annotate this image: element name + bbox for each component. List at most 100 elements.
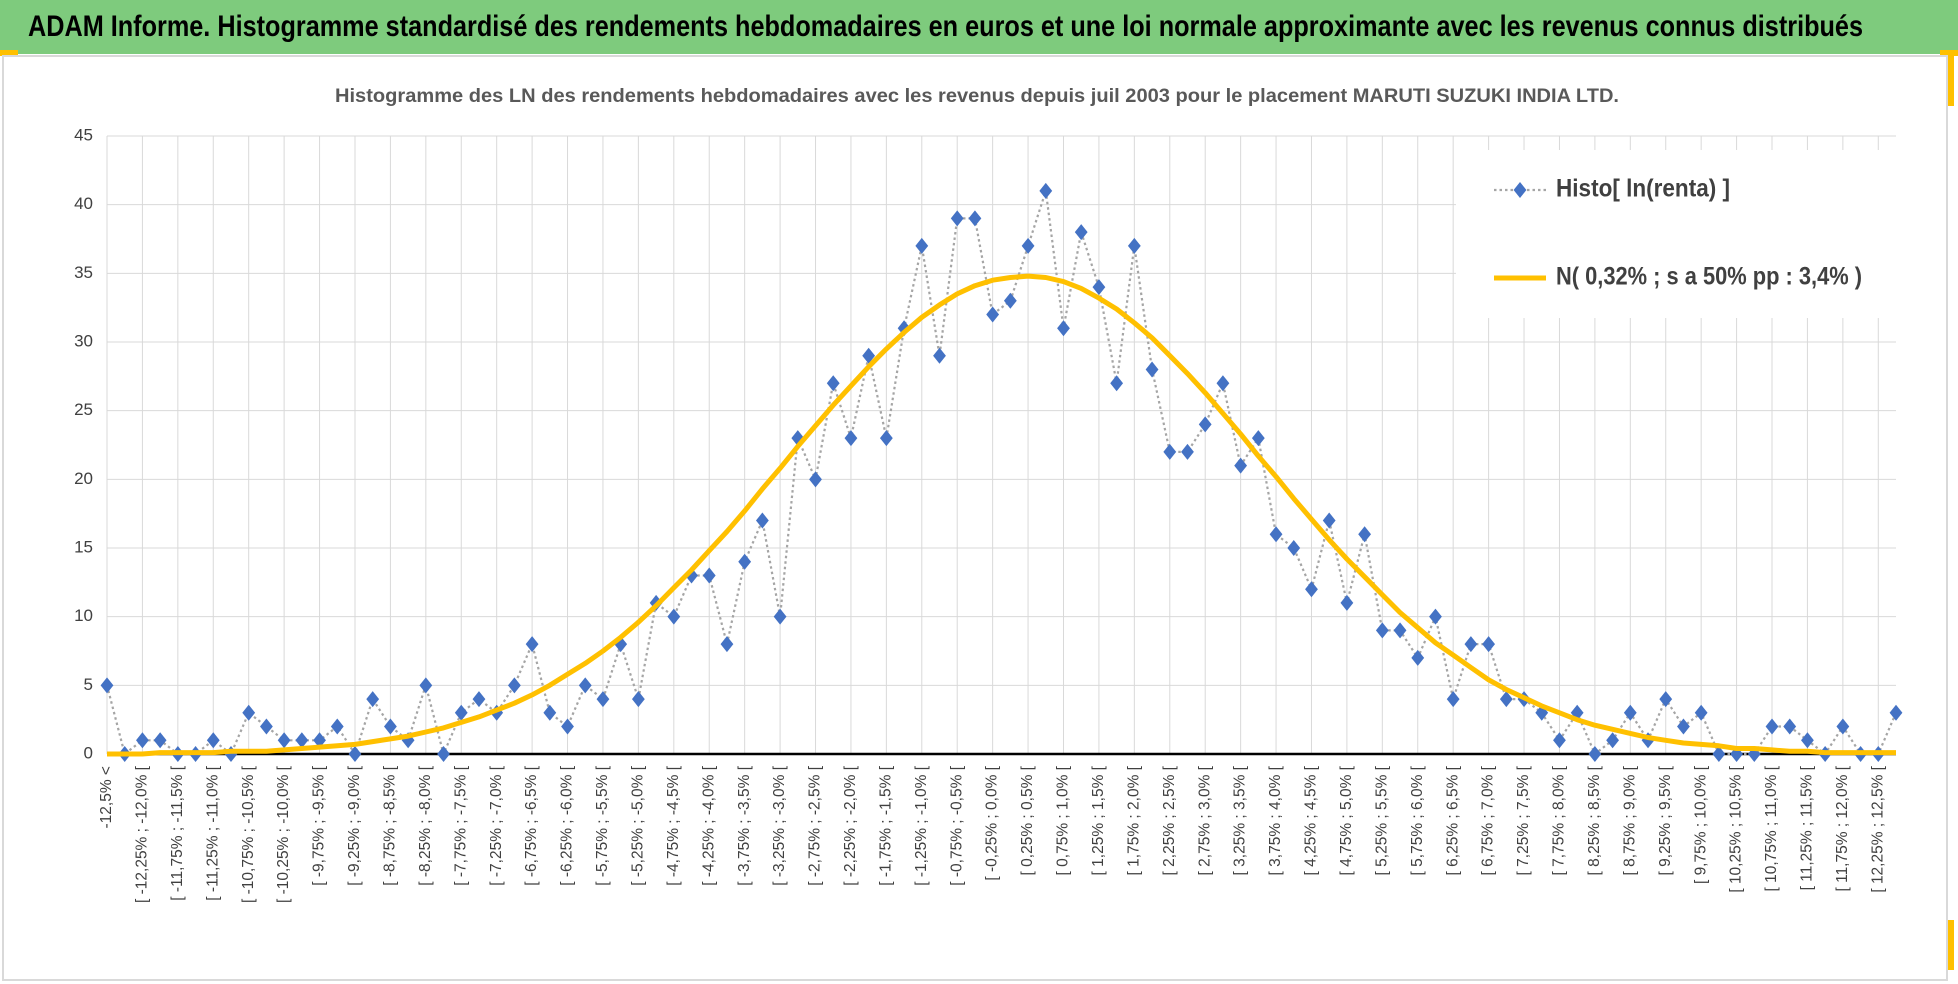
x-tick-label: [ 4,75% ; 5,0% [ [1338,765,1355,875]
data-point [720,636,734,653]
data-point [1677,718,1690,735]
x-tick-label: [ -7,75% ; -7,5% [ [452,765,469,885]
data-point [1358,526,1372,543]
data-point [1110,375,1124,392]
data-point [136,732,149,749]
data-point [313,732,326,749]
data-point [1606,732,1619,749]
data-point [384,718,397,735]
data-point [755,512,769,529]
data-point [667,608,681,625]
x-tick-label: -12,5% < [98,766,115,828]
data-point [1145,361,1159,378]
data-point [1234,457,1248,474]
y-tick-label: 35 [74,263,93,282]
data-point [578,677,592,694]
data-point [1269,526,1283,543]
legend-label: Histo[ ln(renta) ] [1556,175,1730,203]
x-tick-label: [ -11,25% ; -11,0% [ [204,765,221,900]
data-point [809,471,822,488]
y-tick-label: 15 [74,537,93,556]
data-point [1092,279,1106,296]
legend-box [1456,150,1896,318]
x-tick-label: [ 2,75% ; 3,0% [ [1196,765,1213,875]
x-tick-label: [ 5,25% ; 5,5% [ [1373,765,1390,875]
data-point [1747,746,1761,762]
data-point [1287,540,1301,556]
x-tick-label: [ -12,25% ; -12,0% [ [134,765,151,903]
banner [0,0,1958,54]
data-point [1039,182,1053,199]
x-tick-label: [ -10,25% ; -10,0% [ [275,765,292,903]
y-tick-label: 0 [84,743,93,762]
data-point [330,718,344,735]
data-point [1322,512,1336,529]
data-point [1074,224,1088,241]
data-point [543,704,557,721]
data-point [1251,430,1265,447]
x-tick-label: [ -4,25% ; -4,0% [ [700,765,717,885]
data-point [968,210,982,227]
data-point [1712,746,1726,762]
data-point [1659,691,1673,708]
data-point [1393,622,1407,639]
data-point [260,718,273,735]
data-point [1889,704,1903,721]
data-point [1411,649,1425,666]
data-point [1570,704,1584,721]
x-tick-label: [ 9,25% ; 9,5% [ [1657,765,1674,875]
x-tick-label: [ 3,25% ; 3,5% [ [1232,765,1249,875]
x-tick-label: [ 1,75% ; 2,0% [ [1125,765,1142,875]
data-point [1535,704,1549,721]
data-point [295,732,309,749]
x-tick-label: [ 12,25% ; 12,5% [ [1869,765,1886,892]
data-point [738,553,752,570]
data-point [1482,636,1496,653]
x-tick-label: [ 9,75% ; 10,0% [ [1692,765,1709,884]
data-point [437,746,450,762]
corner-mark [1948,920,1954,970]
data-point [826,375,840,392]
data-point [1553,732,1566,749]
data-point [277,732,291,749]
x-tick-label: [ 6,25% ; 6,5% [ [1444,765,1461,875]
data-point [1127,237,1141,254]
series-line [107,273,1896,757]
data-point [1836,718,1850,735]
data-point [1198,416,1212,433]
x-tick-label: [ 0,75% ; 1,0% [ [1055,765,1072,875]
x-tick-label: [ 7,75% ; 8,0% [ [1551,765,1568,875]
data-point [844,430,858,447]
x-tick-label: [ 11,75% ; 12,0% [ [1834,765,1851,891]
x-tick-label: [ -6,75% ; -6,5% [ [523,765,540,885]
x-tick-label: [ 8,25% ; 8,5% [ [1586,765,1603,875]
y-tick-label: 40 [74,194,93,213]
data-point [631,691,645,708]
x-tick-label: [ 4,25% ; 4,5% [ [1303,765,1320,875]
data-point [419,677,433,694]
data-point [879,430,893,447]
data-point [1783,718,1797,735]
x-tick-label: [ -1,75% ; -1,5% [ [877,765,894,885]
data-point [596,691,610,708]
data-point [1181,443,1194,460]
x-tick-label: [ 3,75% ; 4,0% [ [1267,765,1284,875]
x-tick-label: [ -0,75% ; -0,5% [ [948,765,965,885]
data-point [561,718,574,735]
data-point [1694,704,1708,721]
y-tick-label: 20 [74,469,93,488]
data-point [525,636,539,653]
y-tick-label: 25 [74,400,93,419]
banner-title: ADAM Informe. Histogramme standardisé de… [28,10,1863,43]
x-tick-label: [ -8,25% ; -8,0% [ [417,765,434,885]
x-tick-label: [ 7,25% ; 7,5% [ [1515,765,1532,875]
legend-label: N( 0,32% ; s a 50% pp : 3,4% ) [1556,263,1862,291]
data-point [986,306,1000,323]
data-point [1623,704,1637,721]
legend-marker [1513,182,1527,198]
x-tick-label: [ -8,75% ; -8,5% [ [381,765,398,885]
x-tick-label: [ -3,25% ; -3,0% [ [771,765,788,885]
data-point [100,677,114,694]
data-point [206,732,220,749]
